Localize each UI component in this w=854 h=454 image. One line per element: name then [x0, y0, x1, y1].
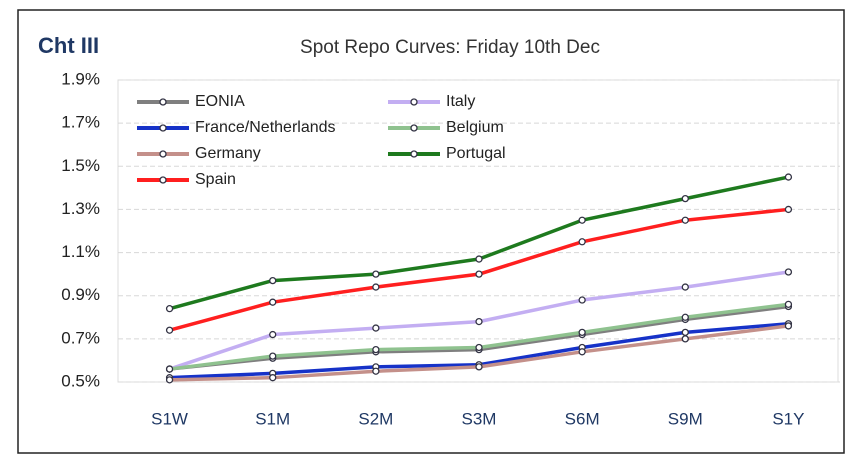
legend-marker — [159, 150, 167, 158]
point-marker — [165, 376, 174, 384]
point-marker — [578, 328, 586, 337]
point-marker — [475, 317, 483, 326]
legend-label: Belgium — [446, 119, 504, 136]
point-marker — [681, 216, 689, 224]
point-marker — [578, 296, 586, 304]
y-tick-label: 1.9% — [61, 69, 100, 88]
point-marker — [269, 298, 277, 306]
point-marker — [681, 194, 689, 203]
point-marker — [681, 328, 689, 337]
point-marker — [269, 352, 277, 360]
point-marker — [269, 330, 277, 339]
legend-marker — [159, 176, 167, 184]
x-tick-label: S1Y — [772, 409, 804, 428]
y-tick-label: 1.7% — [61, 113, 100, 132]
y-tick-label: 1.1% — [61, 242, 100, 261]
point-marker — [165, 305, 174, 313]
legend-marker — [410, 124, 418, 132]
x-tick-label: S2M — [358, 409, 393, 428]
point-marker — [784, 173, 793, 181]
point-marker — [681, 283, 689, 291]
legend-label: France/Netherlands — [195, 119, 336, 136]
point-marker — [784, 300, 793, 308]
y-tick-label: 0.9% — [61, 285, 100, 304]
point-marker — [681, 313, 689, 321]
point-marker — [165, 365, 174, 373]
point-marker — [578, 238, 586, 246]
point-marker — [475, 363, 483, 371]
legend-label: Spain — [195, 171, 236, 188]
legend-marker — [410, 150, 418, 158]
legend-marker — [159, 98, 167, 106]
x-tick-label: S3M — [462, 409, 497, 428]
legend-marker — [159, 124, 167, 132]
y-tick-label: 1.5% — [61, 156, 100, 175]
point-marker — [475, 255, 483, 263]
point-marker — [784, 268, 793, 276]
point-marker — [578, 348, 586, 356]
y-tick-label: 0.5% — [61, 371, 100, 390]
point-marker — [269, 276, 277, 285]
point-marker — [475, 343, 483, 352]
x-tick-label: S6M — [565, 409, 600, 428]
point-marker — [372, 367, 380, 375]
point-marker — [372, 345, 380, 354]
point-marker — [269, 374, 277, 382]
point-marker — [578, 216, 586, 224]
y-tick-label: 1.3% — [61, 199, 100, 218]
point-marker — [475, 270, 483, 278]
chart-label: Cht III — [38, 33, 99, 58]
legend-label: EONIA — [195, 93, 245, 110]
point-marker — [681, 335, 689, 343]
x-tick-label: S1M — [255, 409, 290, 428]
point-marker — [372, 270, 380, 278]
point-marker — [165, 326, 174, 334]
point-marker — [372, 283, 380, 291]
frame — [17, 9, 845, 454]
point-marker — [784, 205, 793, 214]
point-marker — [784, 322, 793, 330]
legend-label: Portugal — [446, 145, 506, 162]
chart-title: Spot Repo Curves: Friday 10th Dec — [300, 37, 600, 58]
legend-label: Germany — [195, 145, 261, 162]
y-tick-label: 0.7% — [61, 328, 100, 347]
legend-marker — [410, 98, 418, 106]
legend-label: Italy — [446, 93, 475, 110]
x-tick-label: S9M — [668, 409, 703, 428]
x-tick-label: S1W — [151, 409, 188, 428]
point-marker — [372, 324, 380, 332]
